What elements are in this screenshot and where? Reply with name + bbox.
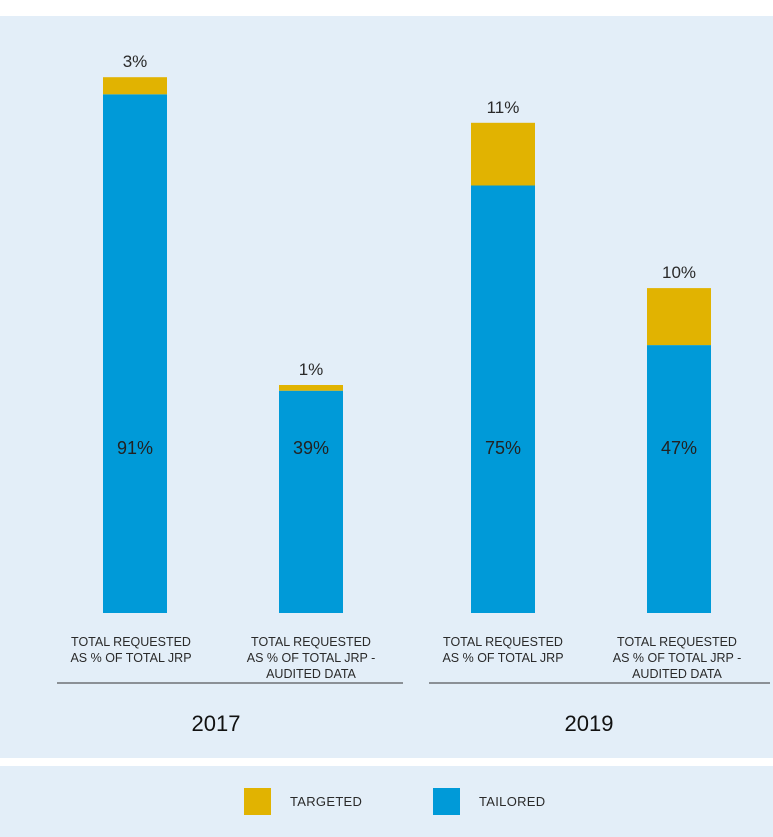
group-label-2019: 2019 (565, 711, 614, 736)
chart-panel: 91% 3% TOTAL REQUESTED AS % OF TOTAL JRP 39%… (0, 16, 773, 758)
category-label-3: TOTAL REQUESTED AS % OF TOTAL JRP -AUDITE… (613, 635, 742, 681)
bar-tailored-3 (647, 345, 711, 613)
legend-swatch-targeted (244, 788, 271, 815)
category-label-2: TOTAL REQUESTED AS % OF TOTAL JRP (442, 635, 563, 665)
legend: TARGETED TAILORED (0, 766, 773, 837)
label-tailored-2: 75% (485, 438, 521, 458)
bar-targeted-3 (647, 288, 711, 346)
bar-targeted-2 (471, 122, 535, 186)
group-label-2017: 2017 (192, 711, 241, 736)
legend-swatch-tailored (433, 788, 460, 815)
bar-tailored-2 (471, 185, 535, 613)
label-tailored-1: 39% (293, 438, 329, 458)
legend-item-tailored: TAILORED (433, 788, 545, 815)
bar-targeted-1 (279, 385, 343, 391)
label-targeted-0: 3% (123, 52, 148, 71)
label-tailored-0: 91% (117, 438, 153, 458)
legend-label-tailored: TAILORED (479, 794, 546, 809)
legend-item-targeted: TARGETED (244, 788, 362, 815)
category-label-0: TOTAL REQUESTED AS % OF TOTAL JRP (70, 635, 191, 665)
bar-tailored-0 (103, 94, 167, 614)
label-tailored-3: 47% (661, 438, 697, 458)
category-label-1: TOTAL REQUESTED AS % OF TOTAL JRP -AUDITE… (247, 635, 376, 681)
label-targeted-1: 1% (299, 360, 324, 379)
label-targeted-3: 10% (662, 263, 696, 282)
legend-label-targeted: TARGETED (290, 794, 363, 809)
stacked-bar-chart: 91% 3% TOTAL REQUESTED AS % OF TOTAL JRP 39%… (57, 52, 770, 736)
bar-targeted-0 (103, 77, 167, 95)
bar-tailored-1 (279, 390, 343, 613)
label-targeted-2: 11% (487, 98, 520, 117)
